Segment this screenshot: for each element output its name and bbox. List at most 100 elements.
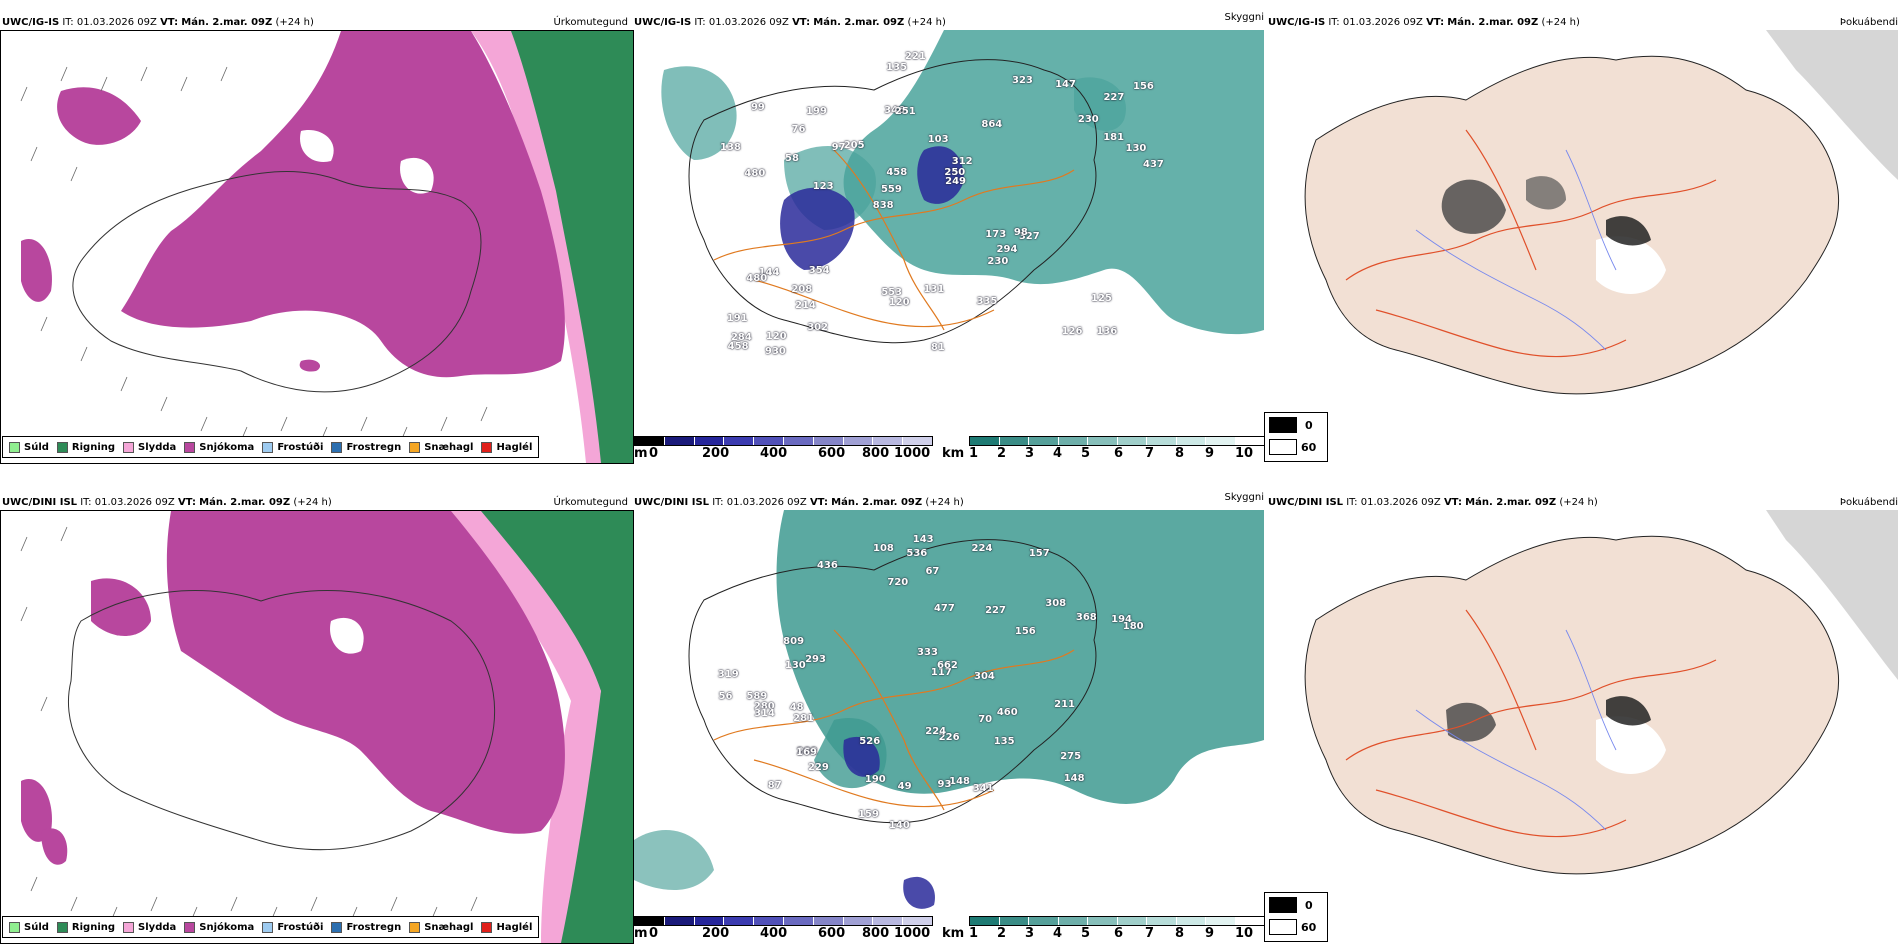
height-colorbar-cell	[635, 917, 665, 925]
height-colorbar-cell	[664, 437, 695, 445]
legend-label: Snjókoma	[199, 921, 255, 933]
model-name: UWC/DINI ISL	[634, 497, 710, 508]
visibility-tick: 6	[1114, 446, 1124, 461]
visibility-colorbar-cell	[1117, 917, 1147, 925]
visibility-tick: 2	[997, 926, 1007, 941]
model-name: UWC/IG-IS	[2, 17, 60, 28]
visibility-tick: 9	[1205, 926, 1215, 941]
visibility-value-label: 120	[765, 330, 787, 342]
visibility-colorbar-cell	[1176, 437, 1206, 445]
visibility-value-label: 76	[791, 123, 806, 135]
legend-item: Snjókoma	[184, 921, 255, 933]
visibility-value-label: 147	[1055, 78, 1076, 90]
visibility-value-label: 312	[951, 155, 973, 167]
visibility-value-label: 838	[872, 200, 894, 212]
visibility-value-label: 460	[996, 706, 1018, 718]
visibility-value-label: 559	[880, 183, 902, 195]
legend-swatch	[123, 921, 135, 933]
model-name: UWC/DINI ISL	[1268, 497, 1344, 508]
visibility-value-label: 173	[985, 229, 1007, 241]
visibility-value-label: 280	[753, 701, 775, 713]
visibility-colorbar-cell	[1088, 437, 1118, 445]
height-tick: 200	[702, 926, 730, 941]
height-colorbar-cell	[813, 437, 844, 445]
legend-swatch	[262, 441, 274, 453]
legend-swatch	[56, 441, 68, 453]
height-colorbar-strip	[634, 436, 933, 446]
legend-label: Súld	[24, 441, 49, 453]
visibility-value-label: 136	[1096, 325, 1118, 337]
lead-time: (+24 h)	[925, 497, 964, 508]
visibility-value-label: 477	[933, 602, 955, 614]
height-colorbar-cell	[724, 437, 755, 445]
height-colorbar-cell	[873, 917, 904, 925]
visibility-value-label: 108	[873, 542, 894, 554]
vt-label: VT:	[792, 17, 811, 28]
precip-map-graphic	[1, 511, 633, 943]
visibility-value-label: 662	[936, 660, 958, 672]
fog-legend: 0 60	[1264, 892, 1328, 942]
fog-value: 0	[1305, 419, 1313, 432]
visibility-colorbar-cell	[1088, 917, 1118, 925]
visibility-tick: 7	[1145, 926, 1155, 941]
visibility-value-label: 49	[897, 780, 912, 792]
visibility-value-label: 140	[888, 819, 910, 831]
visibility-value-label: 103	[927, 134, 949, 146]
fog-legend: 0 60	[1264, 412, 1328, 462]
fog-map	[1266, 30, 1898, 430]
visibility-value-label: 221	[904, 50, 926, 62]
height-colorbar-cell	[843, 917, 874, 925]
legend-swatch	[409, 441, 421, 453]
lead-time: (+24 h)	[1541, 17, 1580, 28]
visibility-colorbar-cell	[1029, 917, 1059, 925]
height-colorbar-cell	[903, 437, 932, 445]
visibility-tick: 1	[969, 446, 979, 461]
visibility-value-label: 194	[1111, 613, 1132, 625]
visibility-value-label: 148	[949, 775, 970, 787]
visibility-tick: 5	[1081, 446, 1091, 461]
legend-swatch	[56, 921, 68, 933]
vt-value: Mán. 2.mar. 09Z	[1465, 497, 1557, 508]
visibility-value-label: 314	[754, 708, 775, 720]
legend-item: Rigning	[56, 441, 115, 453]
visibility-tick: 6	[1114, 926, 1124, 941]
visibility-value-label: 230	[1077, 114, 1099, 126]
legend-item: Frostúði	[262, 921, 323, 933]
vt-value: Mán. 2.mar. 09Z	[1447, 17, 1539, 28]
visibility-value-label: 341	[972, 782, 994, 794]
visibility-value-label: 126	[1061, 325, 1083, 337]
visibility-value-label: 117	[930, 666, 952, 678]
visibility-value-label: 56	[718, 690, 733, 702]
legend-item: Frostregn	[331, 441, 401, 453]
height-colorbar-cell	[873, 437, 904, 445]
visibility-value-label: 304	[974, 670, 995, 682]
legend-swatch	[184, 441, 196, 453]
legend-swatch	[481, 921, 493, 933]
panel-title-fog: Þokuábendi	[1839, 497, 1898, 508]
visibility-colorbar-cell	[1235, 917, 1264, 925]
legend-label: Frostúði	[277, 441, 324, 453]
visibility-value-label: 148	[1063, 772, 1085, 784]
visibility-value-label: 199	[806, 106, 827, 117]
legend-label: Súld	[24, 921, 49, 933]
visibility-value-label: 214	[795, 300, 816, 312]
height-colorbar-cell	[694, 917, 725, 925]
legend-swatch	[481, 441, 493, 453]
height-colorbar-cell	[783, 917, 814, 925]
panel-header: UWC/IG-IS IT: 01.03.2026 09Z VT: Mán. 2.…	[2, 17, 314, 28]
visibility-value-label: 123	[812, 181, 834, 193]
legend-label: Snjókoma	[199, 441, 255, 453]
visibility-tick: 9	[1205, 446, 1215, 461]
visibility-tick: 10	[1235, 446, 1254, 461]
visibility-tick: 7	[1145, 446, 1155, 461]
visibility-value-label: 284	[730, 332, 752, 344]
lead-time: (+24 h)	[275, 17, 314, 28]
legend-label: Snæhagl	[424, 441, 474, 453]
visibility-value-label: 281	[793, 713, 815, 725]
legend-swatch	[9, 441, 20, 453]
visibility-value-label: 319	[717, 669, 739, 681]
height-tick: 1000	[894, 926, 931, 941]
visibility-value-label: 275	[1060, 750, 1082, 762]
precip-map	[0, 30, 634, 464]
visibility-colorbar-cell	[999, 917, 1029, 925]
